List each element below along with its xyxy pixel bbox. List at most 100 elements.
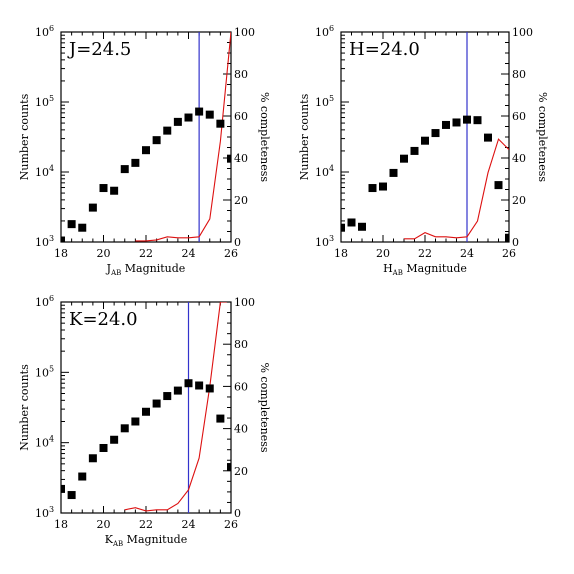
x-label-band: H [383, 262, 393, 275]
y2-tick-label: 60 [234, 110, 248, 123]
x-tick-label: 20 [97, 247, 111, 260]
y2-tick-label: 40 [234, 152, 248, 165]
number-count-point [205, 384, 214, 393]
number-count-point [379, 182, 387, 191]
plot-frame [60, 31, 232, 243]
plot-frame [60, 301, 232, 514]
number-count-point [61, 484, 65, 493]
depth-annotation: K=24.0 [69, 309, 138, 330]
y-tick-label: 10 [35, 366, 49, 379]
y-tick-label: 10 [315, 236, 329, 249]
number-count-point [142, 407, 150, 416]
x-label-rest: Magnitude [123, 533, 187, 546]
y-tick-label: 10 [315, 166, 329, 179]
data-layer [61, 302, 231, 513]
x-axis-label: HAB Magnitude [383, 262, 467, 277]
x-tick-label: 22 [139, 247, 153, 260]
y-axis-label: Number counts [18, 93, 31, 180]
completeness-curve [124, 302, 227, 512]
x-tick-label: 26 [224, 518, 238, 531]
x-tick-label: 26 [224, 247, 238, 260]
number-count-point [184, 379, 193, 388]
y2-tick-label: 20 [234, 194, 248, 207]
y2-tick-label: 60 [512, 110, 526, 123]
number-count-point [216, 414, 225, 423]
y2-tick-label: 40 [512, 152, 526, 165]
number-count-point [505, 233, 509, 242]
number-count-point [88, 454, 97, 463]
y2-tick-label: 80 [512, 68, 526, 81]
x-label-sub: AB [110, 269, 121, 277]
x-label-rest: Magnitude [403, 262, 467, 275]
number-count-point [389, 168, 398, 177]
number-count-point [216, 119, 225, 128]
y2-tick-label: 20 [512, 194, 526, 207]
y-tick-exponent: 5 [329, 94, 334, 103]
x-label-rest: Magnitude [121, 262, 185, 275]
y-axis-label: Number counts [18, 364, 31, 451]
y-tick-exponent: 6 [49, 24, 54, 33]
number-count-point [173, 117, 182, 126]
data-layer [61, 32, 231, 242]
y-tick-exponent: 5 [49, 364, 54, 373]
number-count-point [99, 184, 108, 193]
number-count-point [442, 120, 450, 129]
completeness-curve [135, 32, 231, 242]
x-axis-label: KAB Magnitude [105, 533, 187, 548]
number-count-point [67, 220, 76, 229]
y-tick-label: 10 [35, 437, 49, 450]
y2-tick-label: 80 [234, 68, 248, 81]
number-count-point [120, 424, 129, 433]
y-tick-exponent: 4 [49, 435, 54, 444]
number-count-point [78, 223, 87, 232]
x-tick-label: 24 [460, 247, 474, 260]
number-count-point [494, 181, 503, 190]
y2-tick-label: 20 [234, 465, 248, 478]
number-count-point [88, 203, 97, 212]
number-count-point [227, 154, 231, 163]
number-count-point [120, 165, 129, 174]
y-tick-label: 10 [35, 236, 49, 249]
number-count-point [195, 381, 204, 390]
number-count-point [152, 136, 161, 145]
number-count-point [431, 129, 440, 138]
x-tick-label: 18 [334, 247, 348, 260]
y-tick-label: 10 [35, 26, 49, 39]
number-count-point [61, 236, 65, 242]
number-count-point [452, 118, 461, 127]
y-tick-exponent: 3 [49, 505, 54, 514]
x-tick-label: 20 [97, 518, 111, 531]
completeness-curve [404, 138, 509, 240]
number-count-point [131, 417, 140, 426]
y2-tick-label: 0 [234, 236, 241, 249]
number-count-point [99, 443, 108, 452]
number-count-point [173, 386, 182, 395]
number-count-point [463, 115, 471, 124]
number-count-point [421, 136, 429, 145]
y2-axis-label: % completeness [536, 92, 549, 182]
x-tick-label: 22 [418, 247, 432, 260]
y2-tick-label: 100 [234, 26, 255, 39]
y-tick-exponent: 6 [49, 294, 54, 303]
y-axis-label: Number counts [298, 93, 311, 180]
x-label-sub: AB [392, 269, 403, 277]
number-count-point [205, 110, 214, 119]
x-tick-label: 18 [54, 518, 68, 531]
number-count-point [131, 158, 140, 167]
y-tick-exponent: 3 [329, 234, 334, 243]
number-count-point [195, 107, 204, 116]
y2-axis-label: % completeness [258, 362, 271, 452]
y-tick-label: 10 [315, 26, 329, 39]
number-count-point [400, 154, 408, 163]
y-tick-label: 10 [315, 96, 329, 109]
depth-annotation: H=24.0 [349, 39, 420, 60]
x-tick-label: 20 [376, 247, 390, 260]
y-tick-label: 10 [35, 296, 49, 309]
number-count-point [347, 218, 356, 227]
number-count-point [142, 146, 150, 155]
x-label-band: K [105, 533, 114, 546]
x-axis-label: JAB Magnitude [106, 262, 186, 277]
